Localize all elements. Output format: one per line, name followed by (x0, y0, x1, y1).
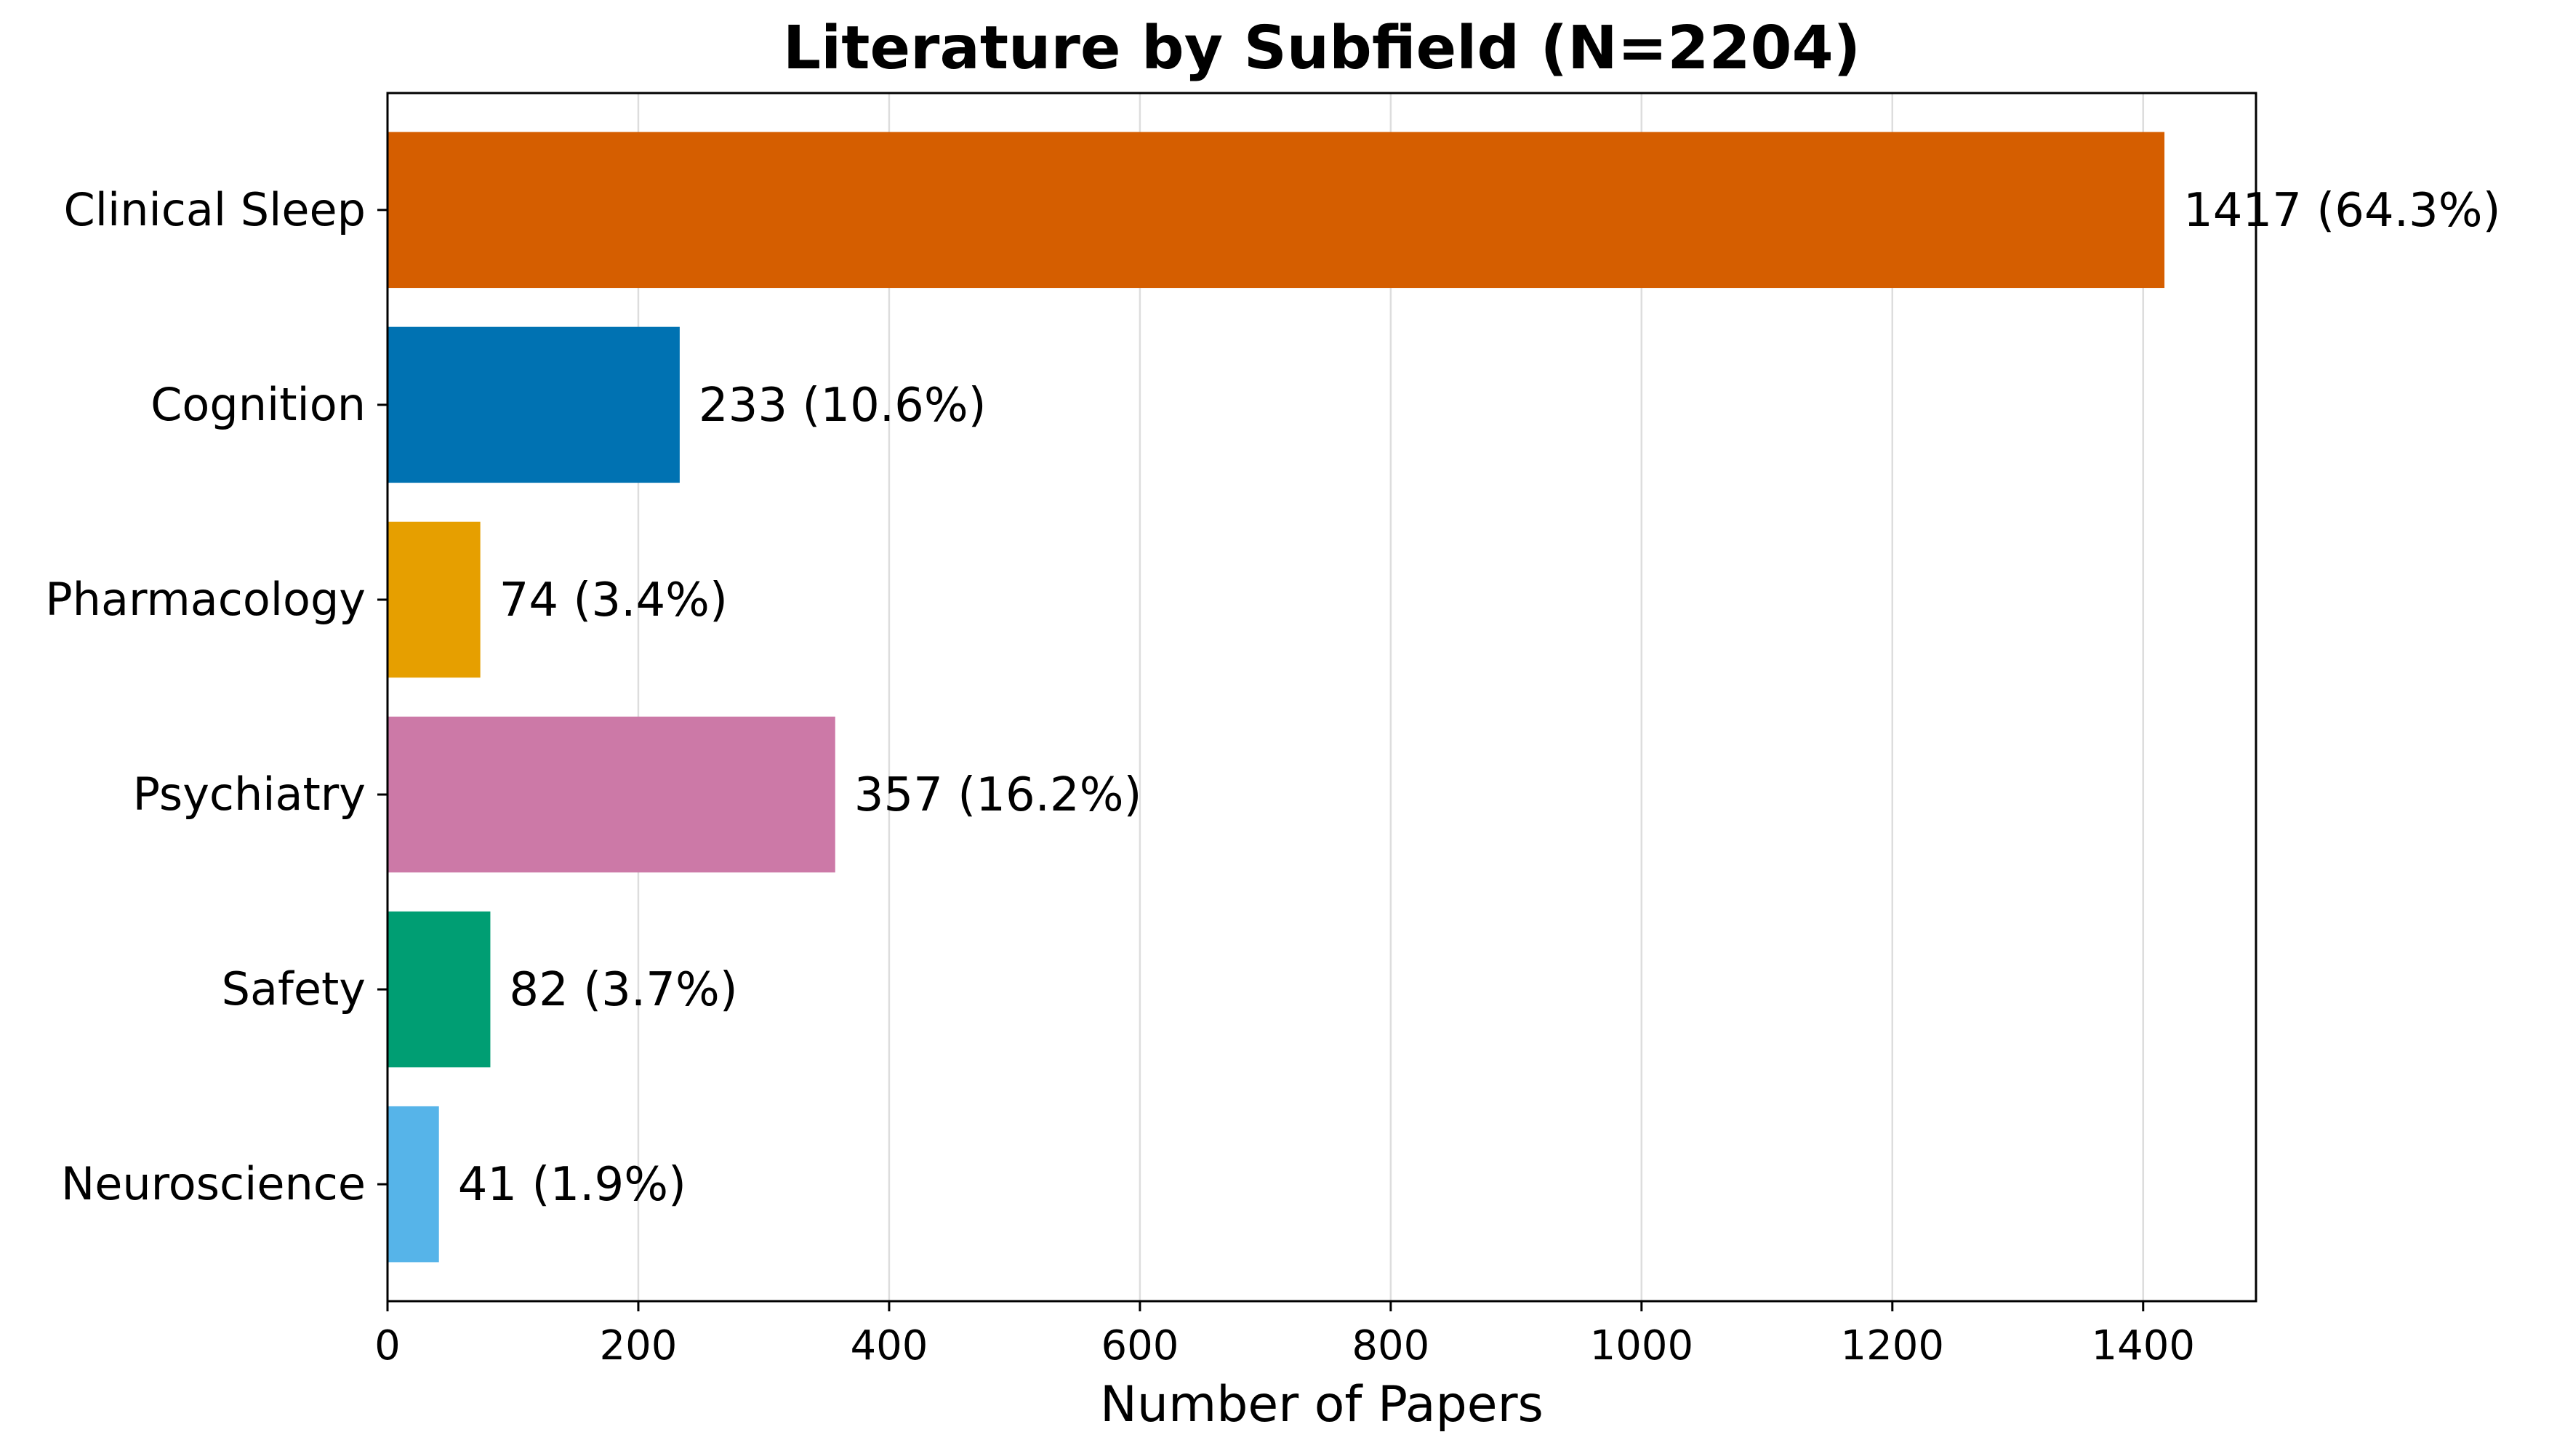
category-label: Neuroscience (61, 1157, 366, 1210)
grid-lines (386, 93, 2145, 1301)
category-labels: Clinical Sleep Cognition Pharmacology Psych… (45, 183, 388, 1210)
data-label: 233 (10.6%) (699, 379, 987, 433)
data-label: 41 (1.9%) (458, 1158, 686, 1212)
bars (388, 132, 2165, 1263)
x-axis-label: Number of Papers (1100, 1376, 1544, 1433)
category-label: Pharmacology (45, 573, 366, 626)
data-label: 357 (16.2%) (854, 768, 1142, 822)
x-tick-label: 200 (600, 1322, 678, 1369)
bar (388, 132, 2165, 289)
data-label: 74 (3.4%) (499, 574, 728, 627)
x-tick-label: 1200 (1841, 1322, 1945, 1369)
x-tick-label: 0 (374, 1322, 401, 1369)
x-tick-label: 800 (1352, 1322, 1429, 1369)
plot-frame (386, 92, 2257, 1303)
x-tick-label: 400 (850, 1322, 928, 1369)
x-ticks: 0 200 400 600 800 1000 1200 1400 (374, 1301, 2195, 1369)
bar (388, 911, 491, 1068)
bar (388, 1106, 439, 1263)
x-tick-label: 1000 (1590, 1322, 1694, 1369)
bar (388, 326, 680, 483)
data-labels: 1417 (64.3%) 233 (10.6%) 74 (3.4%) 357 (16.… (458, 184, 2501, 1212)
bar (388, 716, 835, 873)
chart-title: Literature by Subfield (N=2204) (783, 14, 1860, 83)
data-label: 1417 (64.3%) (2183, 184, 2500, 238)
category-label: Psychiatry (133, 768, 366, 821)
category-label: Cognition (150, 378, 366, 431)
bar (388, 521, 481, 678)
x-tick-label: 600 (1101, 1322, 1179, 1369)
x-tick-label: 1400 (2092, 1322, 2196, 1369)
category-label: Clinical Sleep (63, 183, 366, 236)
category-label: Safety (222, 962, 366, 1015)
data-label: 82 (3.7%) (509, 963, 737, 1017)
